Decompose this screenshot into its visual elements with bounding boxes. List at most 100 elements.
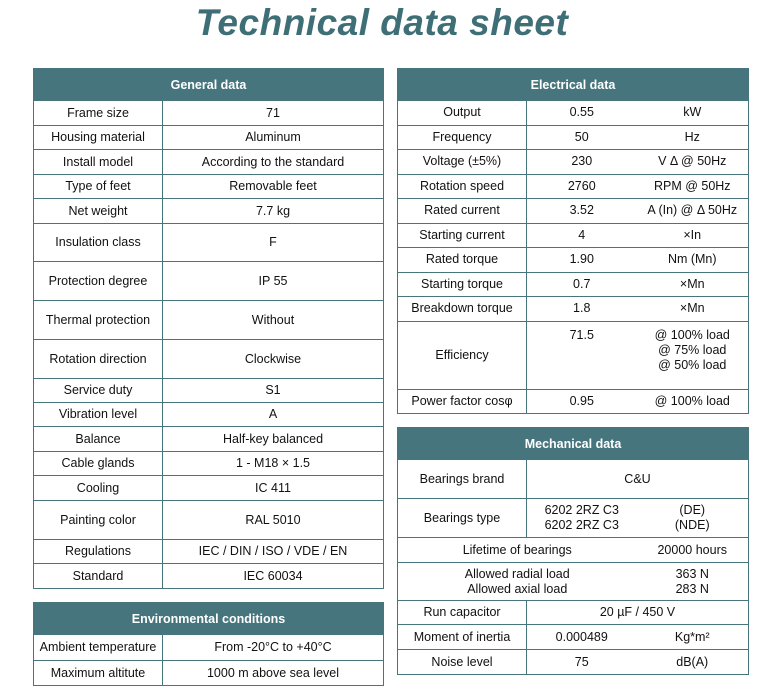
table-row: Thermal protection Without [33,300,384,340]
table-row: Net weight 7.7 kg [33,198,384,224]
table-row: Frequency 50 Hz [397,124,749,150]
value: Clockwise [162,339,384,379]
value: 7.7 kg [162,198,384,224]
table-row: Cooling IC 411 [33,475,384,501]
label: Thermal protection [33,300,163,340]
value: 1.90 [526,247,637,273]
label: Allowed radial load Allowed axial load [397,562,637,601]
label: Breakdown torque [397,296,527,322]
value: From -20°C to +40°C [162,634,384,661]
table-row: Breakdown torque 1.8 ×Mn [397,296,749,322]
general-data-header: General data [33,68,384,101]
table-row: Rotation speed 2760 RPM @ 50Hz [397,173,749,199]
label: Protection degree [33,261,163,301]
table-row: Install model According to the standard [33,149,384,175]
label: Cooling [33,475,163,501]
label: Bearings brand [397,459,527,499]
table-row: Noise level 75 dB(A) [397,649,749,675]
table-row: Rated torque 1.90 Nm (Mn) [397,247,749,273]
label: Vibration level [33,402,163,427]
page-title: Technical data sheet [195,2,569,43]
label: Maximum altitute [33,660,163,686]
value: Removable feet [162,174,384,199]
label: Rated torque [397,247,527,273]
value: Without [162,300,384,340]
electrical-header: Electrical data [397,68,749,101]
table-row: Output 0.55 kW [397,100,749,126]
value: 0.7 [526,271,637,297]
value: 0.000489 [526,624,637,650]
unit: RPM @ 50Hz [636,173,749,199]
label: Rated current [397,198,527,224]
value: 1000 m above sea level [162,660,384,686]
label: Service duty [33,378,163,403]
table-row: Voltage (±5%) 230 V Δ @ 50Hz [397,149,749,175]
value: Half-key balanced [162,426,384,452]
label: Balance [33,426,163,452]
label: Painting color [33,500,163,540]
table-row: Starting current 4 ×In [397,222,749,248]
value: IEC / DIN / ISO / VDE / EN [162,539,384,564]
value: 0.55 [526,100,637,126]
unit: @ 100% load @ 75% load @ 50% load [636,320,749,390]
table-row: Cable glands 1 - M18 × 1.5 [33,451,384,476]
value: 75 [526,649,637,675]
table-row: Allowed radial load Allowed axial load 3… [397,562,749,601]
value: 71 [162,100,384,126]
general-data-table: General data Frame size 71 Housing materia… [33,68,384,589]
label: Rotation direction [33,339,163,379]
table-row: Starting torque 0.7 ×Mn [397,271,749,297]
label: Frame size [33,100,163,126]
table-row: Bearings type 6202 2RZ C3 6202 2RZ C3 (D… [397,498,749,538]
value: 20 µF / 450 V [526,600,749,625]
value: Aluminum [162,125,384,150]
label: Moment of inertia [397,624,527,650]
environmental-header: Environmental conditions [33,602,384,635]
value: A [162,402,384,427]
table-row: Protection degree IP 55 [33,261,384,301]
label: Frequency [397,124,527,150]
label: Standard [33,563,163,589]
value: 0.95 [526,388,637,414]
mechanical-data-table: Mechanical data Bearings brand C&U Beari… [397,427,749,675]
table-row: Housing material Aluminum [33,125,384,150]
table-row: Moment of inertia 0.000489 Kg*m² [397,624,749,650]
value: 4 [526,222,637,248]
unit: @ 100% load [636,388,749,414]
label: Rotation speed [397,173,527,199]
table-row: Insulation class F [33,223,384,262]
value: 1 - M18 × 1.5 [162,451,384,476]
label: Bearings type [397,498,527,538]
value: 2760 [526,173,637,199]
label: Type of feet [33,174,163,199]
table-row: Maximum altitute 1000 m above sea level [33,660,384,686]
value: 363 N 283 N [636,562,749,601]
label: Housing material [33,125,163,150]
label: Noise level [397,649,527,675]
table-row: Service duty S1 [33,378,384,403]
mechanical-header: Mechanical data [397,427,749,460]
label: Regulations [33,539,163,564]
label: Cable glands [33,451,163,476]
label: Ambient temperature [33,634,163,661]
value: IEC 60034 [162,563,384,589]
label: Run capacitor [397,600,527,625]
value: 230 [526,149,637,175]
table-row: Power factor cosφ 0.95 @ 100% load [397,388,749,414]
table-row: Frame size 71 [33,100,384,126]
value: IP 55 [162,261,384,301]
table-row: Type of feet Removable feet [33,174,384,199]
value: 1.8 [526,296,637,322]
value: 3.52 [526,198,637,224]
unit: kW [636,100,749,126]
value: 6202 2RZ C3 6202 2RZ C3 [526,498,637,538]
table-row: Regulations IEC / DIN / ISO / VDE / EN [33,539,384,564]
label: Insulation class [33,223,163,262]
label: Power factor cosφ [397,388,527,414]
unit: dB(A) [636,649,749,675]
label: Output [397,100,527,126]
table-row: Bearings brand C&U [397,459,749,499]
unit: Kg*m² [636,624,749,650]
table-row: Ambient temperature From -20°C to +40°C [33,634,384,661]
value: 20000 hours [636,537,749,563]
